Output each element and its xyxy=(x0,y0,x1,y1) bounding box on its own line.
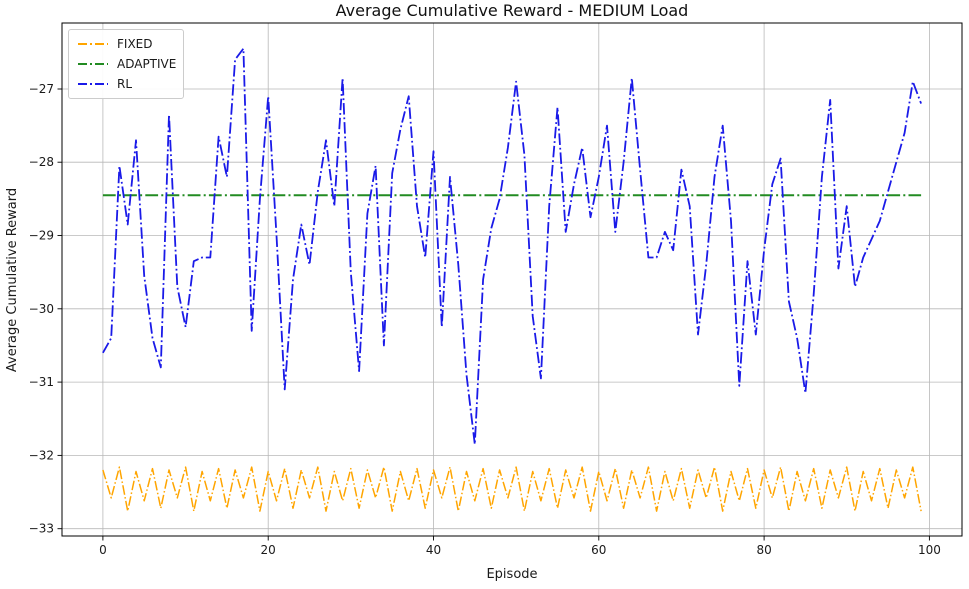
grid-lines xyxy=(62,23,962,536)
fixed-line-sample-icon xyxy=(78,43,108,45)
plot-border xyxy=(61,22,963,537)
x-tick-label: 40 xyxy=(426,543,441,557)
x-tick-label: 0 xyxy=(99,543,107,557)
x-axis-label: Episode xyxy=(486,567,537,582)
y-tick-label: −33 xyxy=(29,522,54,536)
fixed-series-line xyxy=(102,466,922,512)
y-tick-label: −28 xyxy=(29,155,54,169)
y-tick-label: −31 xyxy=(29,375,54,389)
legend: FIXED ADAPTIVE RL xyxy=(68,29,184,99)
legend-item-adaptive: ADAPTIVE xyxy=(77,57,177,71)
chart-title: Average Cumulative Reward - MEDIUM Load xyxy=(336,1,689,20)
series-lines xyxy=(102,47,922,512)
legend-label-adaptive: ADAPTIVE xyxy=(117,57,177,71)
axis-ticks xyxy=(57,88,930,541)
x-tick-label: 60 xyxy=(591,543,606,557)
rl-series-line xyxy=(102,47,922,446)
legend-item-fixed: FIXED xyxy=(77,37,174,51)
legend-label-rl: RL xyxy=(117,77,133,91)
rl-line-sample-icon xyxy=(78,83,108,85)
x-tick-label: 100 xyxy=(918,543,941,557)
adaptive-line-sample-icon xyxy=(78,63,108,65)
y-axis-label: Average Cumulative Reward xyxy=(5,188,20,372)
tick-labels: 0 20 40 60 80 100 −27 −28 −29 −30 −31 −32 −33 xyxy=(29,82,941,557)
legend-item-rl: RL xyxy=(77,77,174,91)
x-tick-label: 80 xyxy=(756,543,771,557)
y-tick-label: −27 xyxy=(29,82,54,96)
legend-label-fixed: FIXED xyxy=(117,37,153,51)
y-tick-label: −30 xyxy=(29,302,54,316)
y-tick-label: −32 xyxy=(29,448,54,462)
y-tick-label: −29 xyxy=(29,229,54,243)
x-tick-label: 20 xyxy=(261,543,276,557)
